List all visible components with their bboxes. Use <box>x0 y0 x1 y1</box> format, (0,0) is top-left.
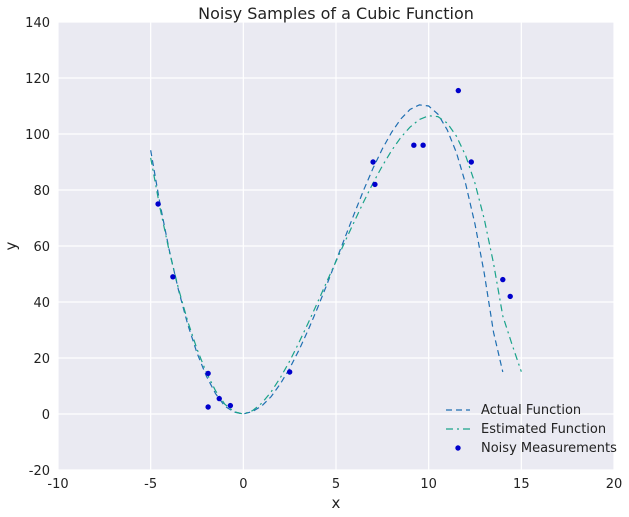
series-line-estimated-function <box>150 115 522 415</box>
series-layer <box>150 87 522 415</box>
chart-title: Noisy Samples of a Cubic Function <box>198 4 474 23</box>
y-tick-label: 100 <box>25 128 50 143</box>
x-tick-label: 20 <box>606 477 623 492</box>
legend-label-noisy-measurements: Noisy Measurements <box>481 441 617 456</box>
scatter-point <box>420 142 426 148</box>
scatter-point <box>286 369 293 375</box>
scatter-point <box>507 293 513 300</box>
scatter-point <box>468 159 474 165</box>
x-tick-label: 15 <box>513 477 530 492</box>
y-tick-label: 20 <box>33 352 50 367</box>
scatter-point <box>372 181 378 188</box>
x-tick-label: 0 <box>239 477 247 492</box>
y-tick-label: 80 <box>33 184 50 199</box>
y-tick-label: -20 <box>29 464 50 479</box>
scatter-point <box>227 402 234 409</box>
x-tick-label: 5 <box>332 477 340 492</box>
legend: Actual Function Estimated Function Noisy… <box>446 403 617 456</box>
y-tick-label: 120 <box>25 72 50 87</box>
legend-label-estimated-function: Estimated Function <box>481 422 606 437</box>
x-tick-label: 10 <box>420 477 437 492</box>
legend-swatch-noisy-measurements <box>455 445 461 451</box>
scatter-point <box>155 201 161 207</box>
legend-item-actual-function: Actual Function <box>446 403 581 418</box>
scatter-point <box>205 404 211 410</box>
tick-labels: -10 -5 0 5 10 15 20 -20 0 20 40 60 80 100 120 140 <box>25 16 622 492</box>
scatter-point <box>455 87 462 94</box>
scatter-point <box>216 395 222 402</box>
y-tick-label: 60 <box>33 240 50 255</box>
x-axis-label: x <box>332 494 341 512</box>
scatter-point <box>500 276 506 283</box>
x-tick-label: -5 <box>144 477 157 492</box>
y-axis-label: y <box>2 241 20 250</box>
x-tick-label: -10 <box>47 477 68 492</box>
legend-item-estimated-function: Estimated Function <box>446 422 606 437</box>
legend-item-noisy-measurements: Noisy Measurements <box>455 441 617 456</box>
scatter-point <box>370 159 376 165</box>
y-tick-label: 140 <box>25 16 50 31</box>
y-tick-label: 40 <box>33 296 50 311</box>
scatter-point <box>411 142 417 148</box>
gridlines <box>57 21 615 471</box>
legend-label-actual-function: Actual Function <box>481 403 581 418</box>
scatter-point <box>170 274 176 280</box>
scatter-point <box>205 370 211 377</box>
y-tick-label: 0 <box>42 408 50 423</box>
